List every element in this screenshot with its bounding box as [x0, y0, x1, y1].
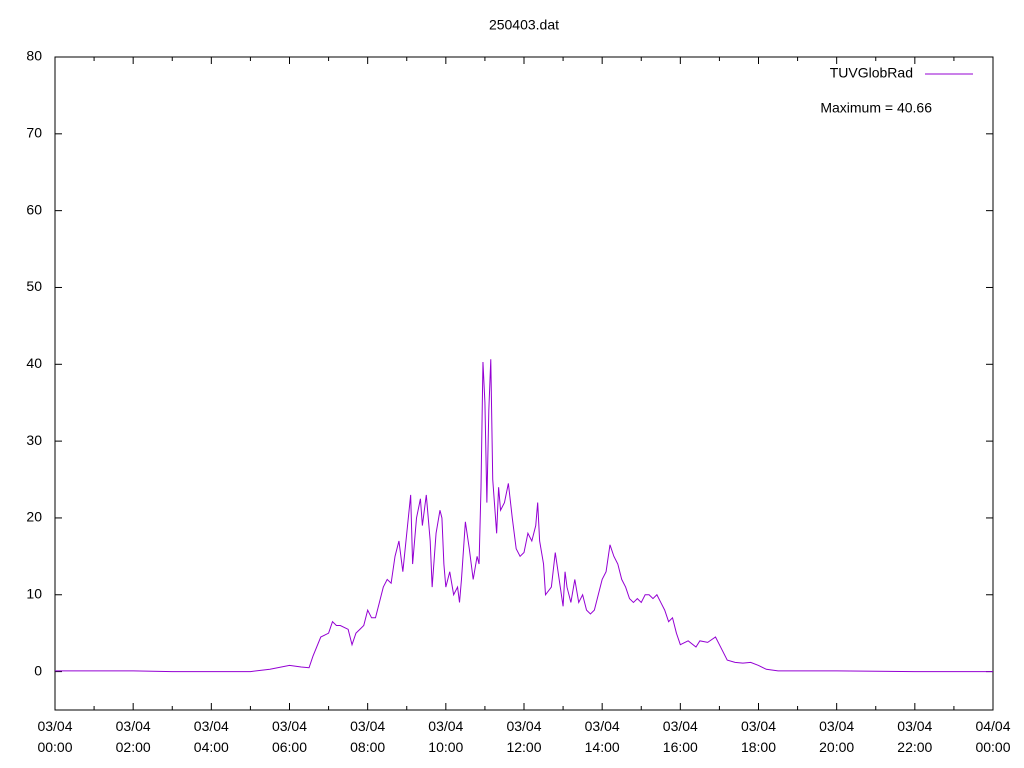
series-line — [55, 359, 993, 673]
y-tick-label: 80 — [26, 48, 42, 64]
y-tick-label: 10 — [26, 585, 42, 601]
x-tick-label: 04/04 00:00 — [975, 718, 1010, 755]
y-tick-label: 70 — [26, 125, 42, 141]
y-tick-label: 60 — [26, 201, 42, 217]
y-tick-label: 20 — [26, 509, 42, 525]
x-tick-label: 03/04 16:00 — [663, 718, 698, 755]
x-tick-label: 03/04 18:00 — [741, 718, 776, 755]
y-tick-label: 0 — [34, 662, 42, 678]
x-tick-label: 03/04 08:00 — [350, 718, 385, 755]
x-tick-label: 03/04 04:00 — [194, 718, 229, 755]
y-tick-label: 30 — [26, 432, 42, 448]
annotation: Maximum = 40.66 — [820, 100, 932, 116]
legend-label: TUVGlobRad — [830, 65, 913, 81]
y-tick-label: 40 — [26, 355, 42, 371]
x-tick-label: 03/04 20:00 — [819, 718, 854, 755]
x-tick-label: 03/04 12:00 — [506, 718, 541, 755]
x-tick-label: 03/04 10:00 — [428, 718, 463, 755]
y-tick-label: 50 — [26, 278, 42, 294]
chart-title: 250403.dat — [489, 17, 559, 33]
x-tick-label: 03/04 02:00 — [116, 718, 151, 755]
x-tick-label: 03/04 22:00 — [897, 718, 932, 755]
x-tick-label: 03/04 06:00 — [272, 718, 307, 755]
x-tick-label: 03/04 00:00 — [37, 718, 72, 755]
x-tick-label: 03/04 14:00 — [585, 718, 620, 755]
